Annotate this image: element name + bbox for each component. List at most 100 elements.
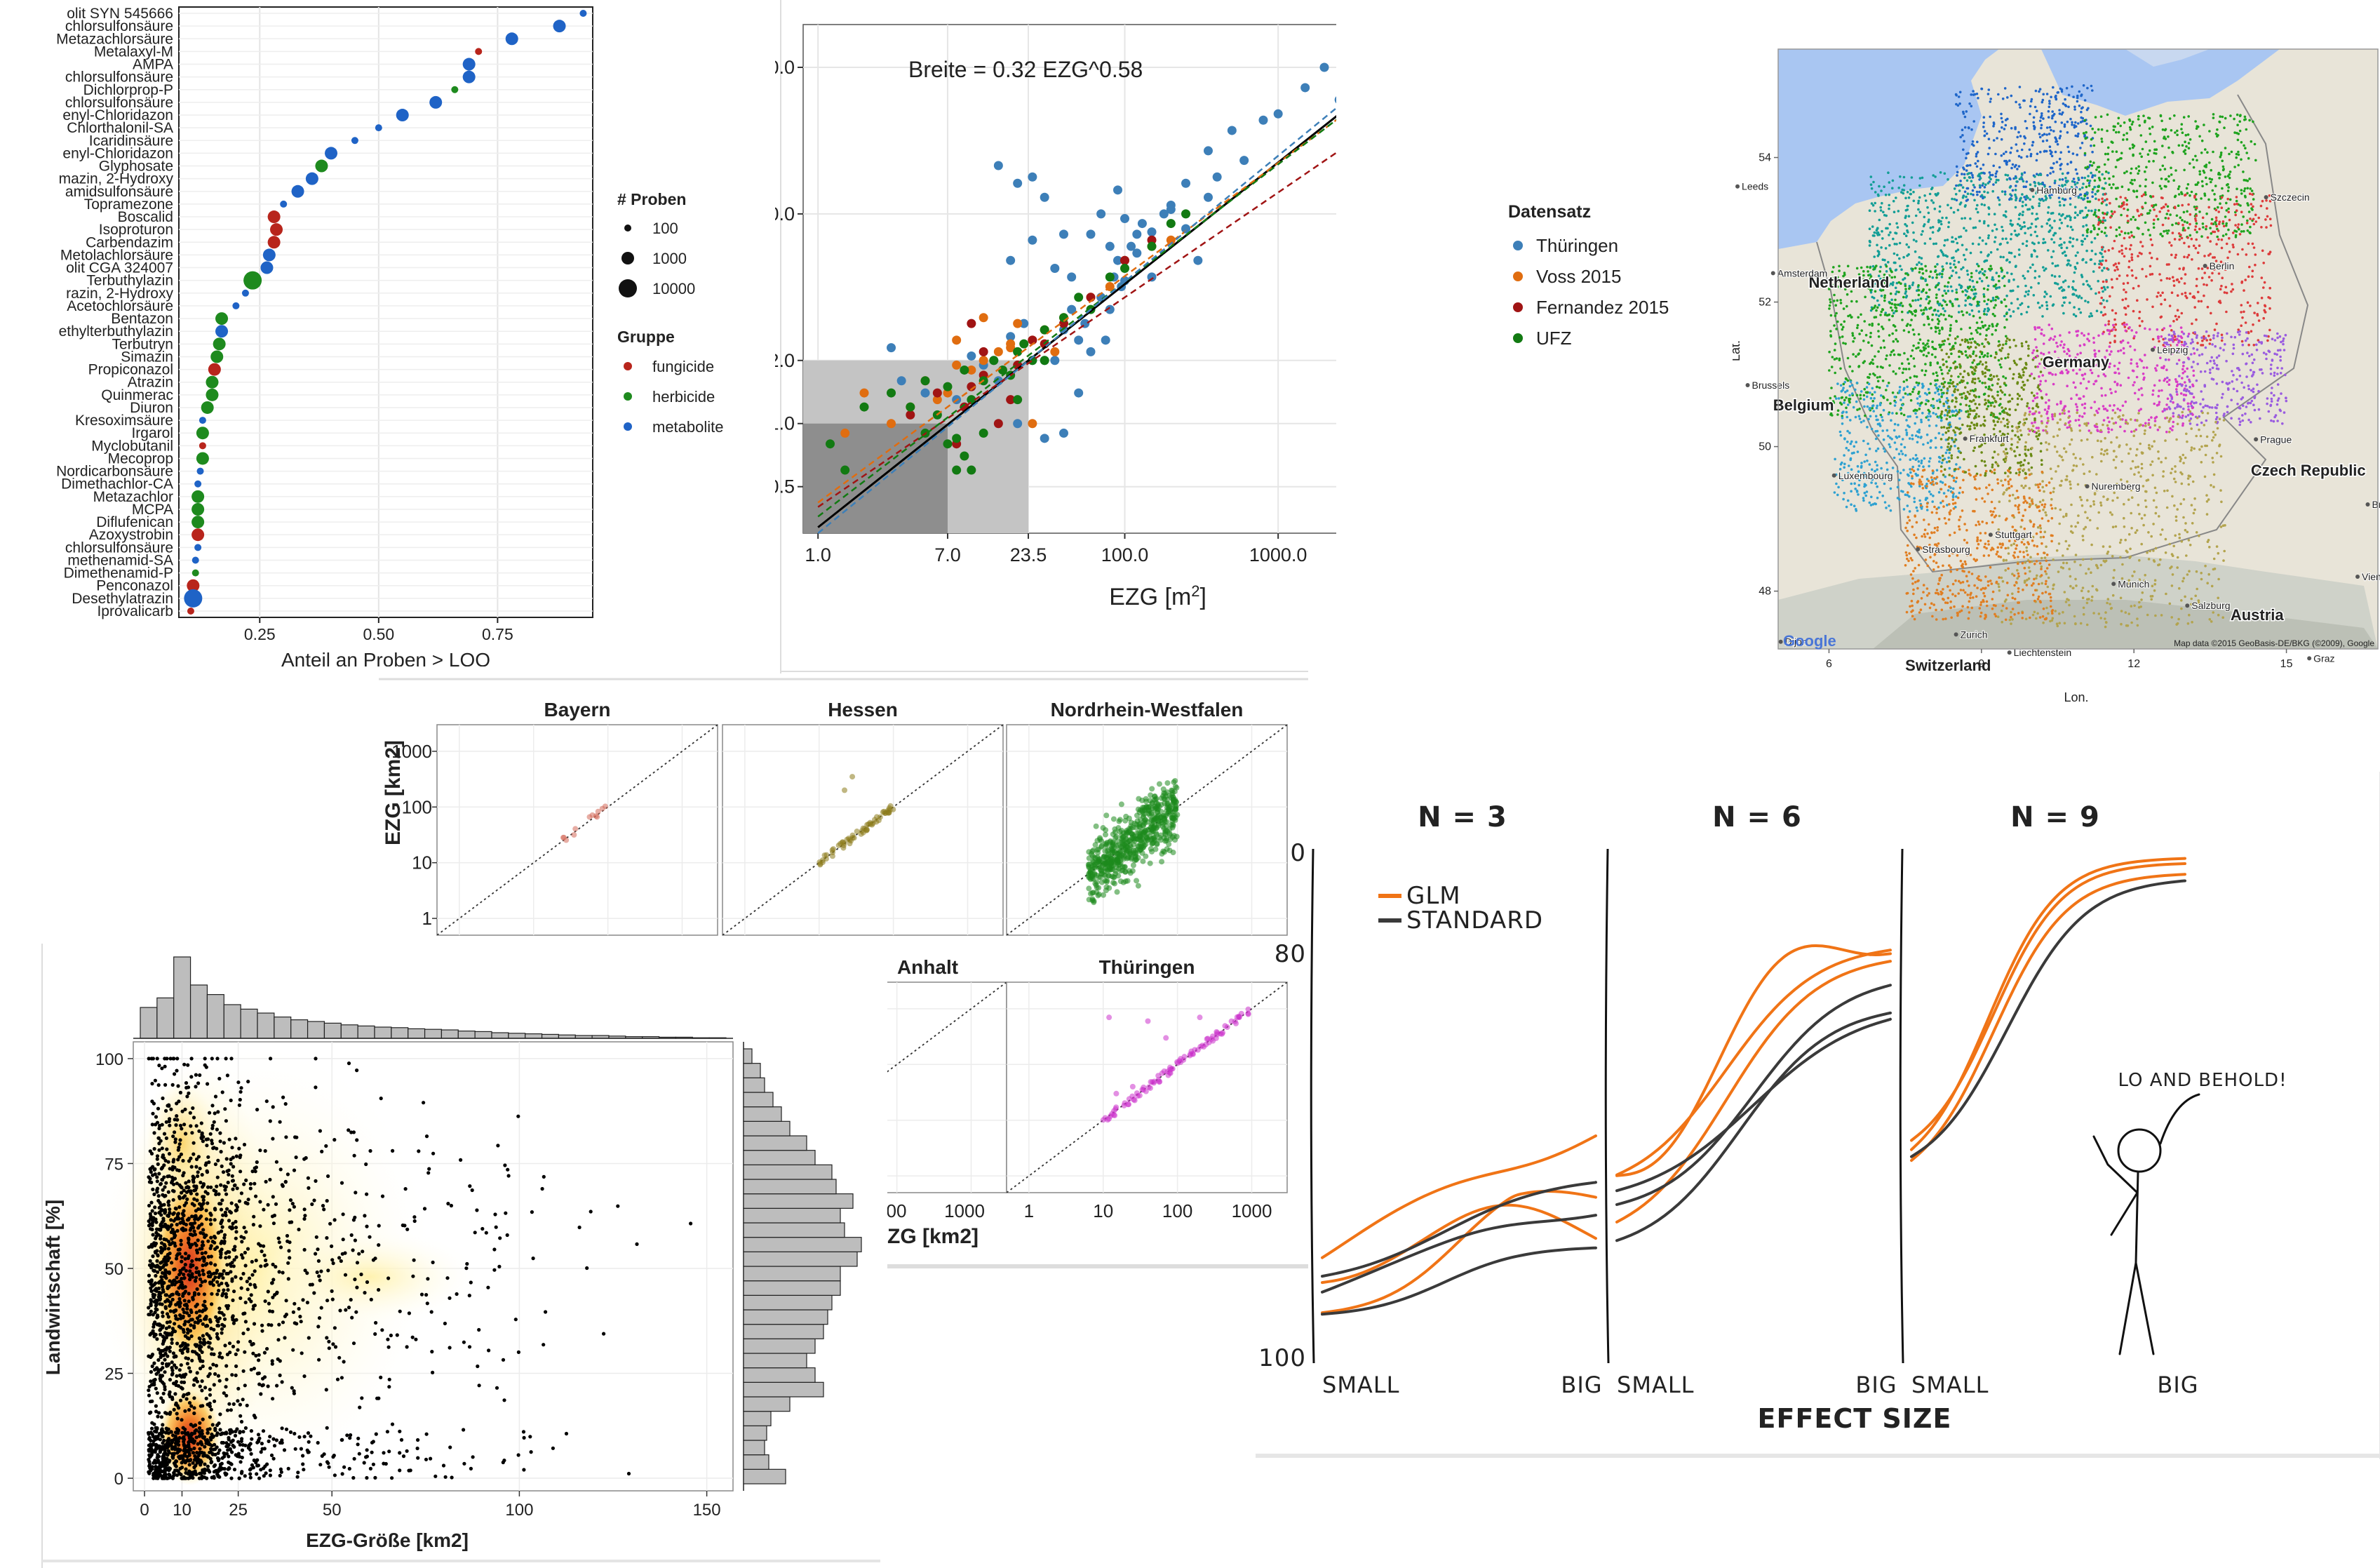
map-dot	[1870, 468, 1874, 471]
map-dot	[2088, 163, 2092, 167]
map-dot	[2123, 121, 2126, 124]
map-dot	[2115, 150, 2118, 153]
map-dot	[2156, 428, 2160, 431]
map-dot	[1969, 389, 1972, 392]
map-dot	[1884, 194, 1888, 196]
map-dot	[1880, 189, 1883, 192]
map-dot	[2220, 339, 2224, 342]
map-dot	[2170, 352, 2174, 356]
map-dot	[2085, 261, 2087, 264]
map-dot	[1897, 290, 1900, 294]
map-dot	[2216, 128, 2219, 131]
map-dot	[1939, 222, 1943, 226]
dot-row-label: Dichlorprop-P	[83, 82, 173, 98]
map-dot	[2085, 130, 2087, 134]
map-dot	[1848, 464, 1850, 467]
map-dot	[2092, 188, 2095, 191]
map-dot	[2090, 312, 2092, 315]
map-dot	[2137, 165, 2140, 168]
map-dot	[1889, 509, 1892, 512]
map-dot	[1929, 361, 1932, 364]
map-dot	[2178, 375, 2181, 377]
map-dot	[2031, 407, 2034, 410]
map-dot	[1991, 296, 1995, 300]
map-dot	[1977, 377, 1980, 380]
map-dot	[2242, 215, 2245, 218]
map-dot	[2218, 120, 2221, 123]
map-dot	[2187, 357, 2191, 361]
dot-row-label: Mecoprop	[108, 450, 173, 467]
map-dot	[1860, 462, 1863, 464]
map-dot	[2071, 286, 2074, 289]
dot-legend-metabolite: metabolite	[652, 418, 724, 436]
map-dot	[1874, 374, 1876, 377]
map-dot	[2041, 100, 2044, 104]
map-dot	[2116, 122, 2120, 125]
map-dot	[2011, 189, 2015, 192]
map-dot	[1954, 406, 1957, 408]
map-dot	[1983, 190, 1986, 194]
map-dot	[2164, 358, 2167, 361]
map-dot	[2219, 288, 2222, 291]
map-dot	[2010, 198, 2013, 201]
map-dot	[1926, 441, 1930, 445]
map-dot	[2086, 179, 2089, 182]
map-dot	[2064, 183, 2066, 187]
map-dot	[2045, 133, 2048, 136]
map-dot	[1997, 378, 2000, 381]
map-dot	[2087, 362, 2091, 365]
map-dot	[1843, 492, 1845, 495]
map-dot	[2151, 272, 2154, 276]
map-dot	[1996, 382, 1999, 385]
map-dot	[1979, 327, 1982, 330]
map-dot	[1925, 269, 1928, 272]
map-dot	[1899, 471, 1902, 475]
dot-row-label: Simazin	[121, 349, 173, 365]
map-dot	[2112, 323, 2115, 327]
map-dot	[1937, 416, 1940, 419]
map-dot	[2127, 188, 2130, 191]
map-dot	[2214, 406, 2217, 409]
map-dot	[2006, 96, 2009, 99]
map-dot	[2000, 357, 2003, 361]
map-dot	[1912, 409, 1916, 413]
map-dot	[1902, 396, 1905, 399]
map-dot	[2190, 353, 2193, 356]
map-dot	[2238, 227, 2240, 231]
map-dot	[1838, 357, 1841, 361]
loglog-y-tick: 2.0	[775, 350, 795, 371]
map-dot	[2169, 400, 2172, 403]
map-dot	[2232, 246, 2235, 249]
map-dot	[2071, 245, 2074, 248]
map-dot	[2104, 259, 2108, 262]
map-dot	[2064, 217, 2067, 220]
map-dot	[1890, 270, 1893, 274]
map-dot	[1882, 339, 1885, 342]
map-dot	[1961, 196, 1965, 199]
map-dot	[2151, 337, 2155, 341]
map-dot	[1903, 445, 1907, 449]
map-dot	[2128, 248, 2132, 250]
map-dot	[2011, 429, 2014, 432]
map-dot	[2073, 216, 2076, 219]
map-dot	[2200, 461, 2203, 464]
map-dot	[1970, 421, 1973, 424]
map-dot	[2220, 246, 2224, 250]
map-dot	[1951, 394, 1954, 396]
map-dot	[1843, 380, 1846, 384]
map-dot	[2228, 152, 2231, 156]
map-dot	[2219, 202, 2221, 205]
map-dot	[2056, 142, 2059, 146]
map-dot	[2048, 371, 2051, 375]
loglog-y-tick: 1.0	[775, 413, 795, 434]
map-dot	[2083, 412, 2086, 415]
map-dot	[1975, 152, 1978, 156]
map-dot	[1928, 424, 1931, 427]
map-dot	[1912, 239, 1916, 241]
map-dot	[1973, 382, 1977, 384]
map-dot	[1994, 152, 1997, 156]
map-dot	[1907, 393, 1909, 396]
dot-x-axis-label: Anteil an Proben > LOQ	[281, 649, 490, 666]
dot-row-label: Desethylatrazin	[72, 591, 173, 607]
map-dot	[2282, 340, 2285, 342]
